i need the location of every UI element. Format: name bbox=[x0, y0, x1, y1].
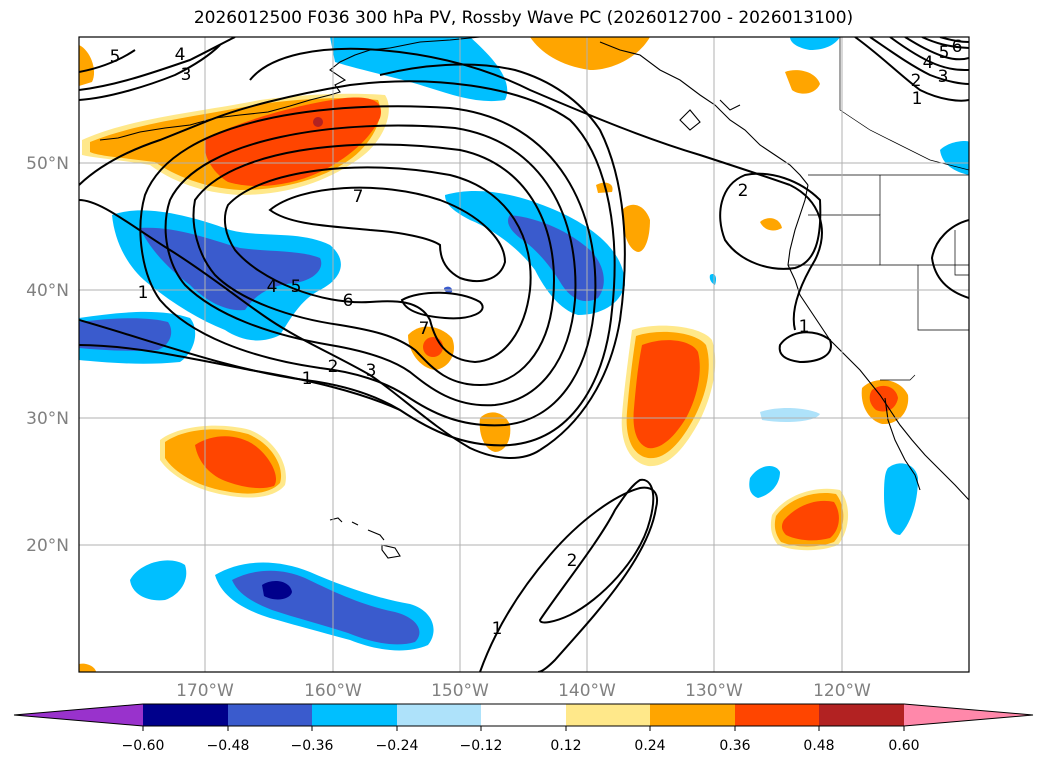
colorbar-segment bbox=[312, 704, 397, 726]
contour-label: 5 bbox=[939, 43, 950, 63]
colorbar-tick: −0.12 bbox=[460, 738, 503, 754]
lon-label: 170°W bbox=[176, 681, 234, 701]
lon-label: 120°W bbox=[813, 681, 871, 701]
contour-label: 7 bbox=[353, 187, 364, 207]
contour-label: 1 bbox=[492, 619, 503, 639]
colorbar-segment bbox=[397, 704, 481, 726]
map-frame bbox=[78, 36, 970, 673]
colorbar-segment bbox=[143, 704, 228, 726]
colorbar-tick: 0.36 bbox=[719, 738, 750, 754]
colorbar-segment bbox=[481, 704, 566, 726]
lat-label: 30°N bbox=[26, 409, 69, 429]
colorbar-tick: 0.24 bbox=[634, 738, 665, 754]
contour-label: 1 bbox=[912, 89, 923, 109]
contour-label: 7 bbox=[419, 319, 430, 339]
contour-label: 5 bbox=[110, 47, 121, 67]
lat-label: 20°N bbox=[26, 536, 69, 556]
map-title: 2026012500 F036 300 hPa PV, Rossby Wave … bbox=[193, 8, 854, 28]
lon-label: 140°W bbox=[558, 681, 616, 701]
lon-label: 130°W bbox=[685, 681, 743, 701]
lon-label: 150°W bbox=[431, 681, 489, 701]
colorbar-segment bbox=[228, 704, 312, 726]
contour-label: 4 bbox=[267, 277, 278, 297]
colorbar-tick: 0.60 bbox=[888, 738, 919, 754]
contour-label: 5 bbox=[291, 277, 302, 297]
colorbar-segment bbox=[735, 704, 819, 726]
contour-label: 6 bbox=[343, 291, 354, 311]
contour-label: 1 bbox=[138, 283, 149, 303]
colorbar-tick: −0.60 bbox=[122, 738, 165, 754]
lon-label: 160°W bbox=[304, 681, 362, 701]
colorbar-segment bbox=[650, 704, 735, 726]
contour-label: 2 bbox=[328, 357, 339, 377]
colorbar-tick: 0.48 bbox=[803, 738, 834, 754]
colorbar-segment bbox=[566, 704, 650, 726]
contour-label: 2 bbox=[911, 71, 922, 91]
contour-label: 6 bbox=[952, 37, 963, 57]
contour-label: 1 bbox=[302, 369, 313, 389]
contour-label: 3 bbox=[938, 67, 949, 87]
pv-anomaly-shading bbox=[79, 37, 969, 672]
colorbar-tick: −0.48 bbox=[207, 738, 250, 754]
contour-label: 2 bbox=[567, 551, 578, 571]
contour-labels: 5 4 3 1 4 5 6 7 7 2 3 1 2 2 1 6 5 4 3 2 … bbox=[110, 37, 963, 639]
colorbar: −0.60 −0.48 −0.36 −0.24 −0.12 0.12 0.24 … bbox=[13, 703, 1034, 754]
lat-label: 50°N bbox=[26, 154, 69, 174]
pv-contours bbox=[79, 37, 969, 672]
longitude-labels: 170°W 160°W 150°W 140°W 130°W 120°W bbox=[176, 681, 871, 701]
contour-label: 3 bbox=[181, 65, 192, 85]
colorbar-tick: −0.24 bbox=[376, 738, 419, 754]
contour-label: 2 bbox=[738, 181, 749, 201]
contour-label: 3 bbox=[366, 361, 377, 381]
colorbar-segment bbox=[819, 704, 904, 726]
lat-label: 40°N bbox=[26, 281, 69, 301]
contour-label: 4 bbox=[175, 45, 186, 65]
colorbar-tick: 0.12 bbox=[550, 738, 581, 754]
contour-label: 4 bbox=[923, 53, 934, 73]
contour-label: 1 bbox=[799, 317, 810, 337]
colorbar-left-extension bbox=[14, 704, 143, 726]
colorbar-right-extension bbox=[904, 704, 1033, 726]
colorbar-tick: −0.36 bbox=[291, 738, 334, 754]
latitude-labels: 50°N 40°N 30°N 20°N bbox=[26, 154, 69, 556]
